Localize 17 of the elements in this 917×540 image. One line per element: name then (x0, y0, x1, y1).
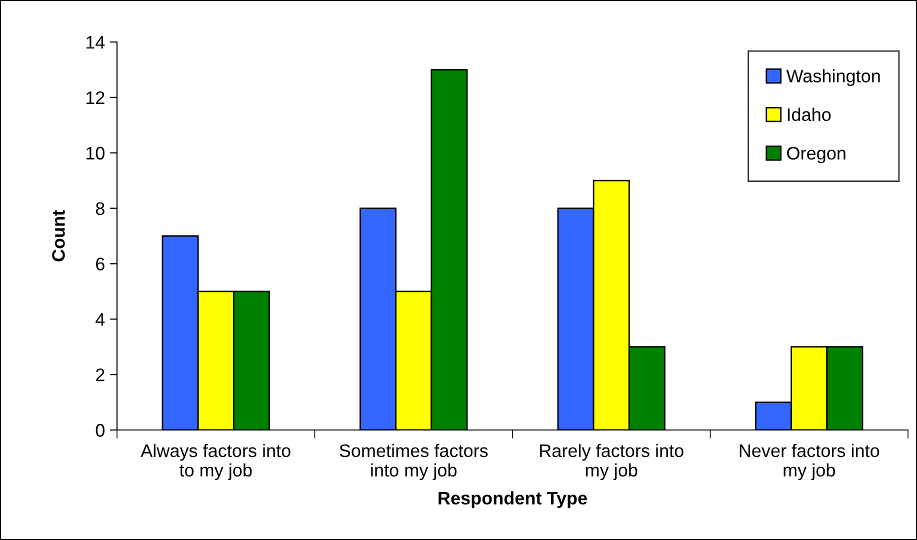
y-tick-label: 2 (96, 368, 104, 382)
y-tick-label: 8 (96, 202, 104, 216)
x-tick-label: Rarely factors into my job (540, 444, 684, 480)
legend-label: Oregon (787, 146, 846, 164)
y-tick-label: 12 (86, 91, 104, 104)
x-axis-title: Respondent Type (438, 491, 587, 508)
y-tick-label: 0 (96, 424, 104, 437)
y-tick-label: 4 (96, 313, 105, 326)
x-tick-label: Always factors into to my job (140, 444, 290, 480)
y-tick-label: 10 (86, 146, 104, 160)
legend-label: Washington (786, 69, 880, 86)
x-tick-label: Sometimes factors into my job (340, 444, 488, 480)
y-tick-label: 14 (86, 36, 105, 49)
y-tick-label: 6 (96, 258, 104, 270)
x-tick-label: Never factors into my job (740, 444, 880, 480)
y-axis-title: Count (52, 210, 65, 262)
legend-label: Idaho (788, 108, 831, 122)
